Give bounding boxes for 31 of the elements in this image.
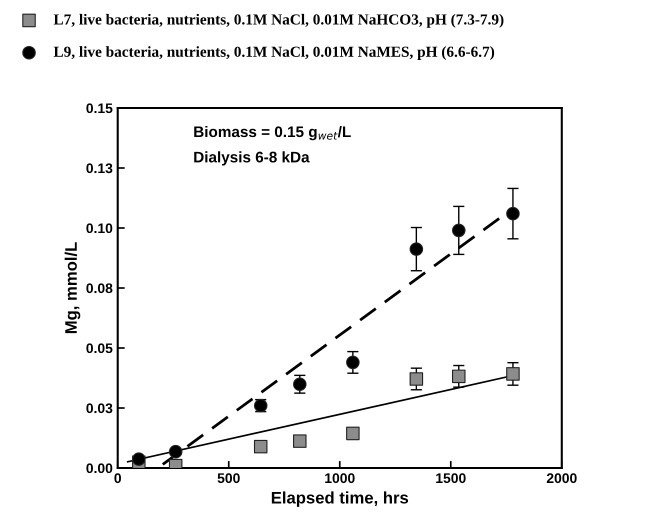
point (168, 444, 182, 458)
point (506, 206, 520, 220)
annotation: Dialysis 6-8 kDa (194, 151, 310, 166)
x-tick-label: 1500 (436, 473, 466, 484)
x-tick-label: 500 (218, 473, 240, 484)
y-axis-title: Mg, mmol/L (64, 242, 80, 334)
x-tick-label: 2000 (546, 473, 577, 484)
point (293, 377, 307, 392)
y-tick-label: 0.03 (86, 403, 112, 414)
y-tick-label: 0.15 (86, 103, 112, 114)
x-tick-label: 1000 (325, 473, 355, 484)
legend-label: L7, live bacteria, nutrients, 0.1M NaCl, 0.01M NaHCO3, pH (7.3-7.9) (54, 14, 504, 28)
point (506, 367, 520, 381)
y-tick-label: 0.10 (86, 223, 112, 234)
point (346, 356, 360, 370)
point (452, 224, 466, 238)
point (132, 452, 146, 466)
point (346, 426, 360, 440)
legend-label: L9, live bacteria, nutrients, 0.1M NaCl, 0.01M NaMES, pH (6.6-6.7) (54, 46, 494, 60)
point (452, 370, 466, 384)
y-tick-label: 0.13 (86, 163, 112, 174)
point (254, 440, 268, 454)
point (293, 434, 307, 448)
x-axis-title: Elapsed time, hrs (272, 491, 408, 507)
point (410, 372, 424, 386)
x-tick-label: 0 (114, 473, 122, 484)
y-tick-label: 0.08 (86, 283, 112, 294)
y-tick-label: 0.05 (86, 343, 112, 354)
annotation: Biomass = 0.15 g$_{wet}$/L (194, 126, 351, 140)
point (410, 242, 424, 256)
y-tick-label: 0.00 (86, 463, 112, 474)
